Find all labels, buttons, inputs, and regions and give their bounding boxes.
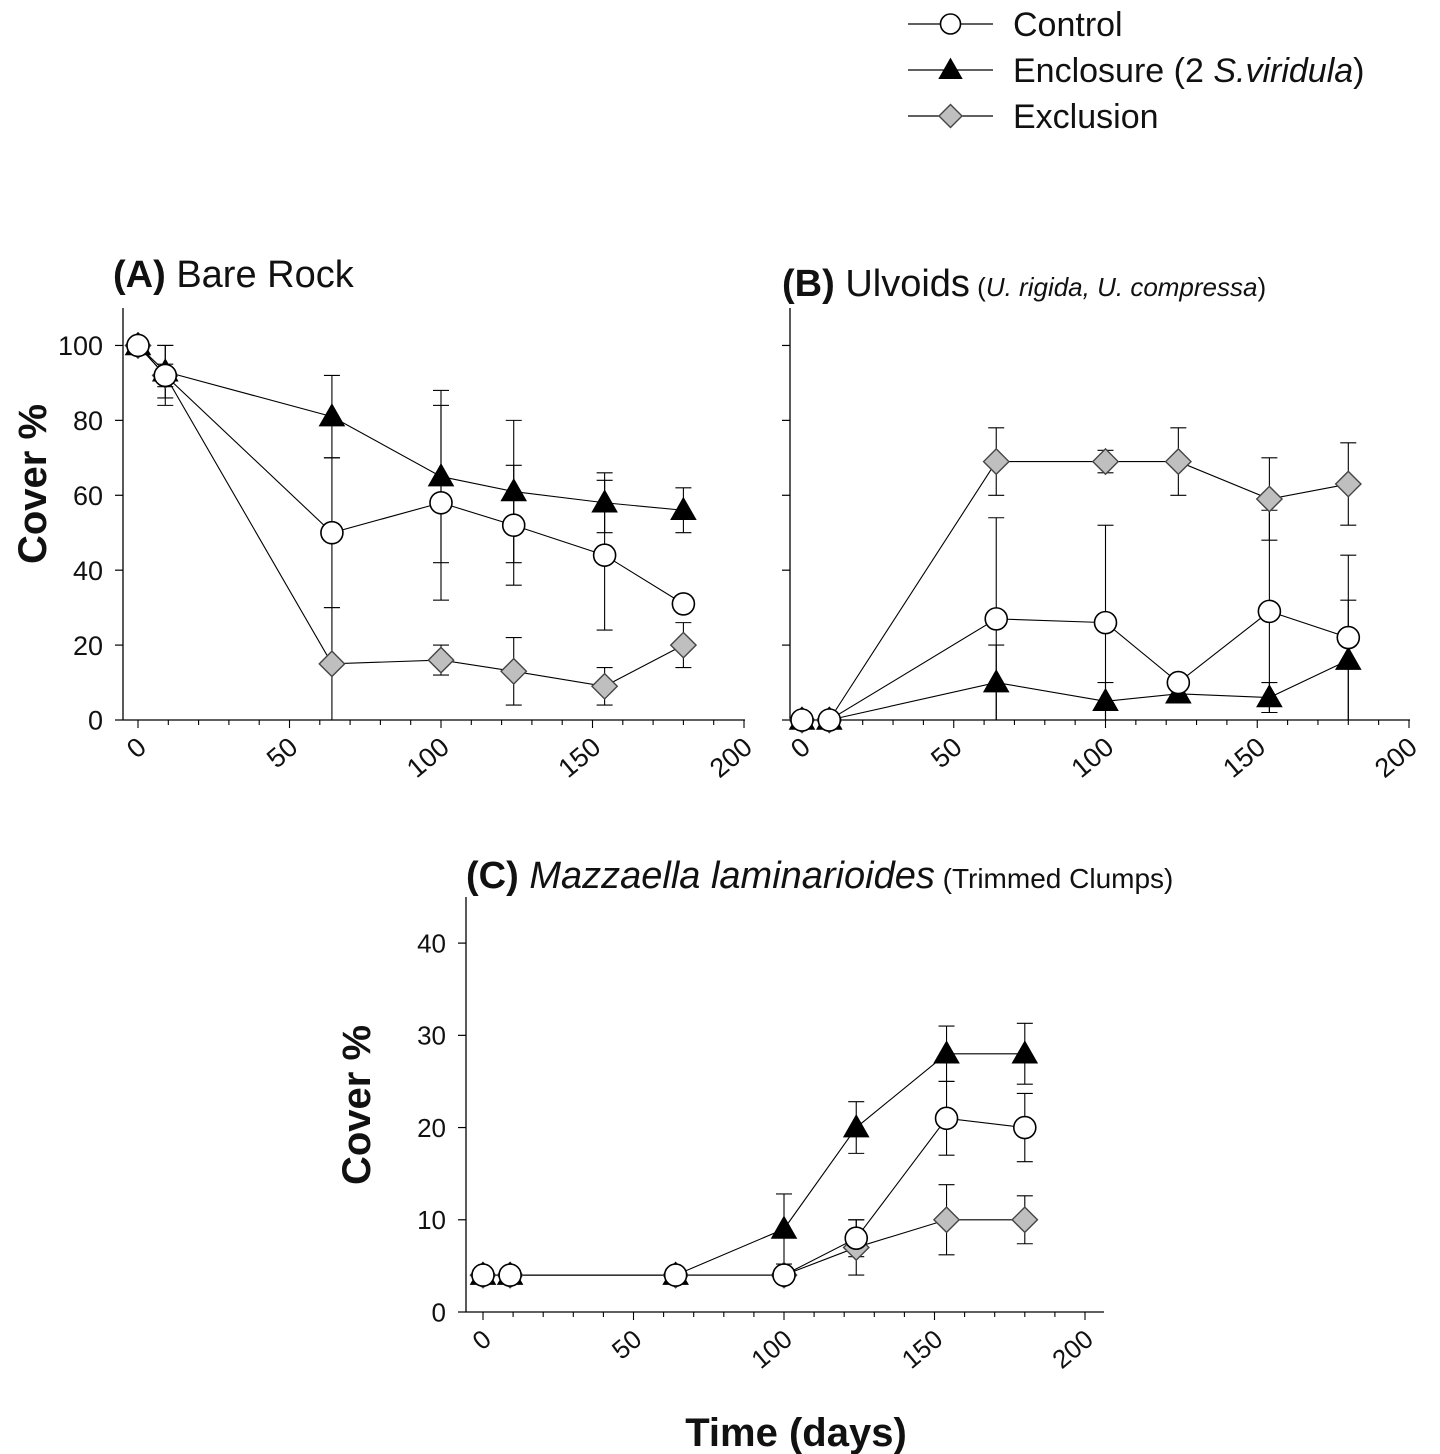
- data-point-enclosure: [842, 1114, 870, 1138]
- legend-marker-control: [939, 13, 962, 35]
- y-tick-label: 30: [417, 1021, 446, 1051]
- data-point-control: [592, 543, 617, 568]
- panel-label: (B): [782, 263, 835, 305]
- y-tick-label: 20: [73, 631, 103, 661]
- panel-c: 0 10 20 30 40 0 50 100 150 200 (C) Mazzaella lamin…: [417, 855, 1173, 1374]
- x-tick-label: 0: [785, 732, 816, 765]
- y-tick-label: 40: [417, 928, 446, 958]
- x-tick-label: 50: [261, 732, 303, 774]
- x-axis-label: Time (days): [685, 1411, 907, 1454]
- x-tick-label: 0: [466, 1324, 496, 1356]
- legend-marker-exclusion: [938, 103, 963, 129]
- data-point-enclosure: [1092, 687, 1119, 712]
- data-point-control: [671, 592, 696, 616]
- x-tick-label: 100: [745, 1324, 798, 1375]
- y-tick-label: 0: [432, 1297, 446, 1327]
- data-point-exclusion: [1255, 485, 1284, 513]
- data-point-control: [1093, 610, 1118, 635]
- data-point-enclosure: [670, 496, 697, 521]
- x-tick-label: 100: [1066, 732, 1120, 784]
- x-tick-label: 200: [1369, 732, 1423, 784]
- data-point-exclusion: [1091, 447, 1120, 476]
- legend-label-control: Control: [1013, 6, 1123, 44]
- data-point-exclusion: [1011, 1206, 1039, 1234]
- x-tick-label: 0: [121, 732, 152, 765]
- data-point-control: [663, 1263, 688, 1287]
- y-tick-label: 60: [73, 481, 103, 511]
- data-point-enclosure: [1011, 1040, 1039, 1064]
- data-point-enclosure: [1334, 646, 1362, 670]
- data-point-exclusion: [318, 650, 346, 678]
- data-point-exclusion: [427, 646, 455, 674]
- x-tick-label: 150: [896, 1324, 949, 1375]
- y-tick-label: 10: [417, 1205, 446, 1235]
- data-point-exclusion: [1334, 470, 1362, 498]
- x-tick-label: 200: [704, 732, 758, 784]
- data-point-control: [126, 333, 150, 358]
- data-point-enclosure: [591, 489, 618, 513]
- data-point-control: [984, 607, 1009, 631]
- y-tick-label: 80: [73, 406, 103, 436]
- data-point-enclosure: [318, 403, 346, 427]
- data-point-control: [844, 1226, 869, 1251]
- data-point-control: [153, 363, 178, 388]
- y-axis-label-top: Cover %: [11, 404, 55, 564]
- panel-label: (C): [466, 855, 519, 897]
- data-point-control: [1013, 1115, 1037, 1140]
- panel-title: (B) Ulvoids (U. rigida, U. compressa): [782, 263, 1266, 305]
- panel-title: (C) Mazzaella laminarioides (Trimmed Clu…: [466, 855, 1173, 897]
- legend-label-exclusion: Exclusion: [1013, 98, 1159, 136]
- data-point-control: [320, 520, 344, 545]
- panel-title: (A) Bare Rock: [113, 254, 355, 296]
- series-line-enclosure: [483, 1053, 1025, 1276]
- data-point-exclusion: [932, 1206, 961, 1234]
- data-point-enclosure: [933, 1040, 960, 1064]
- data-point-exclusion: [982, 447, 1010, 476]
- y-tick-label: 0: [88, 706, 103, 736]
- data-point-control: [1257, 599, 1282, 624]
- data-point-exclusion: [500, 657, 528, 685]
- x-tick-label: 50: [925, 732, 967, 774]
- data-point-control: [429, 490, 453, 515]
- legend-label-enclosure: Enclosure (2 S.viridula): [1013, 52, 1365, 90]
- y-tick-label: 20: [417, 1113, 446, 1143]
- series-line-control: [483, 1117, 1025, 1276]
- y-tick-label: 100: [58, 331, 103, 361]
- data-point-enclosure: [982, 669, 1010, 693]
- data-point-enclosure: [770, 1215, 798, 1239]
- data-point-control: [1166, 670, 1191, 695]
- y-tick-label: 40: [73, 556, 103, 586]
- data-point-control: [772, 1263, 796, 1287]
- data-point-control: [817, 708, 842, 732]
- data-point-control: [501, 513, 526, 538]
- data-point-control: [934, 1106, 959, 1131]
- x-tick-label: 150: [553, 732, 607, 784]
- y-axis-label-bottom: Cover %: [335, 1025, 379, 1185]
- data-point-enclosure: [427, 463, 455, 487]
- x-tick-label: 200: [1046, 1324, 1099, 1375]
- x-tick-label: 100: [401, 732, 455, 784]
- x-tick-label: 150: [1217, 732, 1271, 784]
- series-line-exclusion: [137, 345, 684, 687]
- data-point-control: [790, 708, 814, 732]
- series-line-enclosure: [137, 345, 684, 511]
- data-point-exclusion: [669, 631, 698, 659]
- data-point-control: [498, 1263, 522, 1287]
- legend: Control Enclosure (2 S.viridula) Exclusion: [908, 6, 1365, 136]
- x-tick-label: 50: [606, 1324, 647, 1366]
- data-point-control: [471, 1263, 495, 1287]
- data-point-control: [1336, 625, 1361, 650]
- panel-label: (A): [113, 254, 166, 296]
- data-point-enclosure: [500, 478, 528, 502]
- data-point-enclosure: [1256, 684, 1283, 708]
- panel-a: 0 20 40 60 80 100 0 50 100 150 200 (A) Bare Rock: [58, 254, 758, 784]
- panel-b: 0 50 100 150 200 (B) Ulvoids (U. rigida, U. c…: [782, 263, 1423, 784]
- data-point-exclusion: [1164, 447, 1192, 476]
- data-point-exclusion: [590, 672, 619, 700]
- legend-marker-enclosure: [938, 57, 963, 79]
